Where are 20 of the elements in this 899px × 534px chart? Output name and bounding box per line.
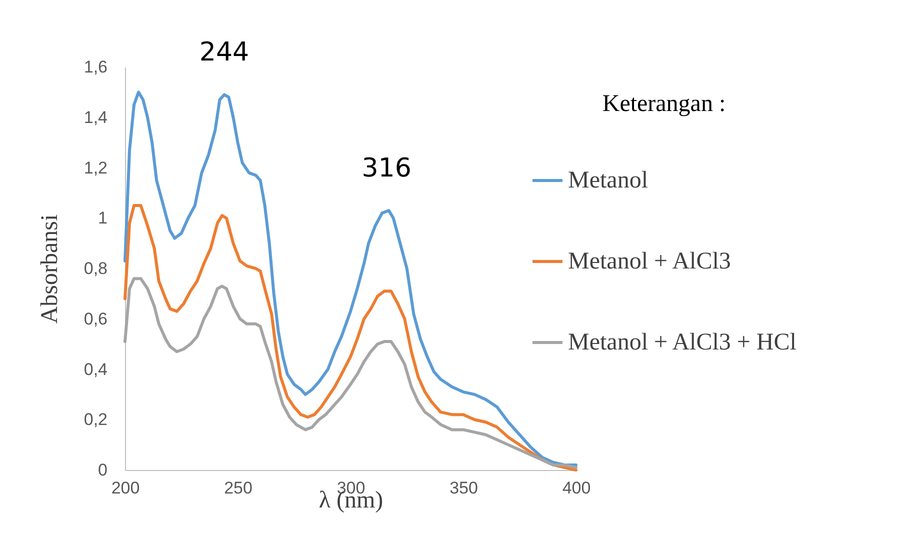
annotation: 244	[199, 38, 250, 68]
x-tick-label: 400	[562, 478, 591, 498]
legend-label: Metanol	[568, 168, 648, 194]
y-tick-label: 0,6	[84, 309, 108, 328]
y-tick-label: 0	[98, 460, 108, 480]
x-tick-label: 250	[224, 478, 252, 498]
y-tick-label: 0,4	[84, 360, 108, 379]
legend-title: Keterangan :	[602, 91, 726, 117]
y-tick-label: 1	[98, 208, 108, 228]
legend-label: Metanol + AlCl3	[568, 248, 731, 274]
annotation: 316	[362, 154, 412, 184]
y-tick-label: 1,4	[84, 108, 108, 127]
x-tick-label: 350	[450, 478, 478, 498]
y-tick-label: 0,8	[84, 259, 108, 278]
y-tick-label: 1,2	[84, 158, 108, 178]
y-axis-title: Absorbansi	[36, 214, 63, 324]
x-tick-label: 200	[111, 478, 140, 498]
legend-label: Metanol + AlCl3 + HCl	[568, 330, 797, 356]
y-tick-label: 0,2	[84, 410, 108, 430]
y-tick-label: 1,6	[84, 58, 108, 76]
